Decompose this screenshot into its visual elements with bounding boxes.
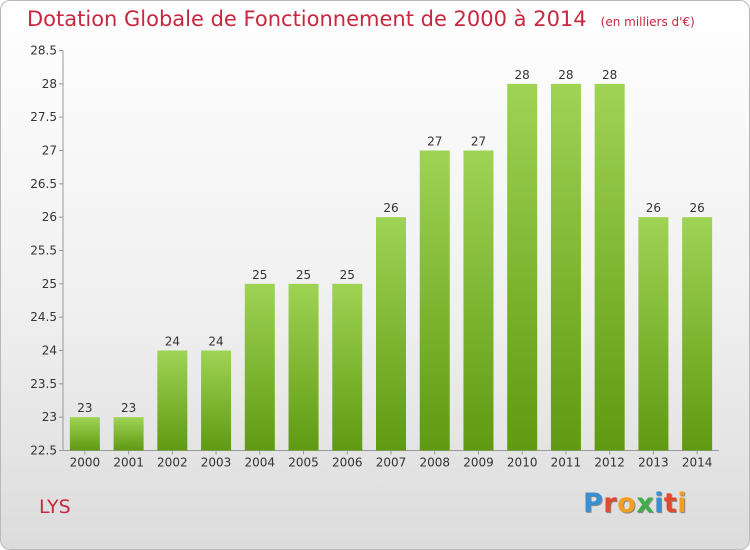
value-label-2003: 24 xyxy=(208,335,223,349)
y-tick-label: 26 xyxy=(42,210,57,224)
x-tick-label-2011: 2011 xyxy=(551,456,582,470)
bar-2000 xyxy=(69,417,100,451)
y-tick-label: 28 xyxy=(42,77,57,91)
bar-2010 xyxy=(507,83,538,451)
logo-letter: o xyxy=(617,488,637,519)
x-tick-label-2014: 2014 xyxy=(682,456,713,470)
x-tick-label-2002: 2002 xyxy=(157,456,188,470)
bar-2013 xyxy=(638,217,669,451)
logo-letter: i xyxy=(654,488,664,519)
x-tick-label-2010: 2010 xyxy=(507,456,538,470)
bar-2007 xyxy=(376,217,406,451)
bar-2012 xyxy=(594,83,625,451)
value-labels: 23 23 24 24 25 25 25 26 27 27 28 28 28 26 26 xyxy=(77,68,705,415)
y-tick-label: 26.5 xyxy=(30,177,57,191)
y-tick-label: 27.5 xyxy=(30,110,57,124)
value-label-2006: 25 xyxy=(340,268,355,282)
x-tick-label-2004: 2004 xyxy=(245,456,276,470)
value-label-2008: 27 xyxy=(427,135,442,149)
value-label-2002: 24 xyxy=(165,335,180,349)
axes: 22.5 23 23.5 24 24.5 25 25.5 26 26.5 27 27.5 28 28.5… xyxy=(30,44,719,470)
x-tick-label-2001: 2001 xyxy=(113,456,144,470)
x-tick-label-2003: 2003 xyxy=(201,456,232,470)
x-tick-label-2005: 2005 xyxy=(288,456,319,470)
title-row: Dotation Globale de Fonctionnement de 20… xyxy=(27,7,695,31)
bar-2003 xyxy=(201,350,232,451)
bars xyxy=(69,83,713,451)
value-label-2014: 26 xyxy=(689,201,704,215)
y-tick-label: 27 xyxy=(42,144,57,158)
x-tick-label-2008: 2008 xyxy=(419,456,450,470)
x-tick-label-2000: 2000 xyxy=(70,456,101,470)
logo-letter: t xyxy=(663,488,678,519)
value-label-2005: 25 xyxy=(296,268,311,282)
value-label-2013: 26 xyxy=(646,201,661,215)
value-label-2009: 27 xyxy=(471,135,486,149)
value-label-2007: 26 xyxy=(383,201,398,215)
y-tick-label: 23.5 xyxy=(30,377,57,391)
value-label-2000: 23 xyxy=(77,401,92,415)
bar-2004 xyxy=(244,283,275,451)
y-tick-label: 24 xyxy=(42,344,57,358)
y-tick-label: 28.5 xyxy=(30,44,57,58)
y-tick-label: 24.5 xyxy=(30,310,57,324)
y-tick-label: 25.5 xyxy=(30,244,57,258)
logo-letter: i xyxy=(677,488,688,519)
bar-2006 xyxy=(332,283,363,451)
bar-2002 xyxy=(157,350,188,451)
bar-2011 xyxy=(550,83,581,451)
value-label-2004: 25 xyxy=(252,268,267,282)
bar-2005 xyxy=(288,283,319,451)
bar-2001 xyxy=(113,417,144,451)
bar-2009 xyxy=(463,150,494,451)
value-label-2001: 23 xyxy=(121,401,136,415)
x-tick-label-2006: 2006 xyxy=(332,456,363,470)
logo-letter: r xyxy=(603,488,618,519)
chart-title: Dotation Globale de Fonctionnement de 20… xyxy=(27,7,587,31)
chart-subtitle: (en milliers d'€) xyxy=(600,15,695,29)
logo-letter: P xyxy=(583,488,604,519)
commune-name: LYS xyxy=(39,496,71,518)
x-tick-label-2012: 2012 xyxy=(594,456,625,470)
logo-letter: x xyxy=(636,488,655,519)
y-tick-label: 25 xyxy=(42,277,57,291)
proxiti-logo: Proxiti xyxy=(583,488,687,519)
bar-2008 xyxy=(419,150,450,451)
x-tick-label-2009: 2009 xyxy=(463,456,494,470)
bar-2014 xyxy=(682,217,713,451)
value-label-2011: 28 xyxy=(558,68,573,82)
x-tick-label-2007: 2007 xyxy=(376,456,407,470)
x-tick-label-2013: 2013 xyxy=(638,456,669,470)
y-tick-label: 23 xyxy=(42,410,57,424)
y-tick-label: 22.5 xyxy=(30,444,57,458)
value-label-2010: 28 xyxy=(515,68,530,82)
value-label-2012: 28 xyxy=(602,68,617,82)
